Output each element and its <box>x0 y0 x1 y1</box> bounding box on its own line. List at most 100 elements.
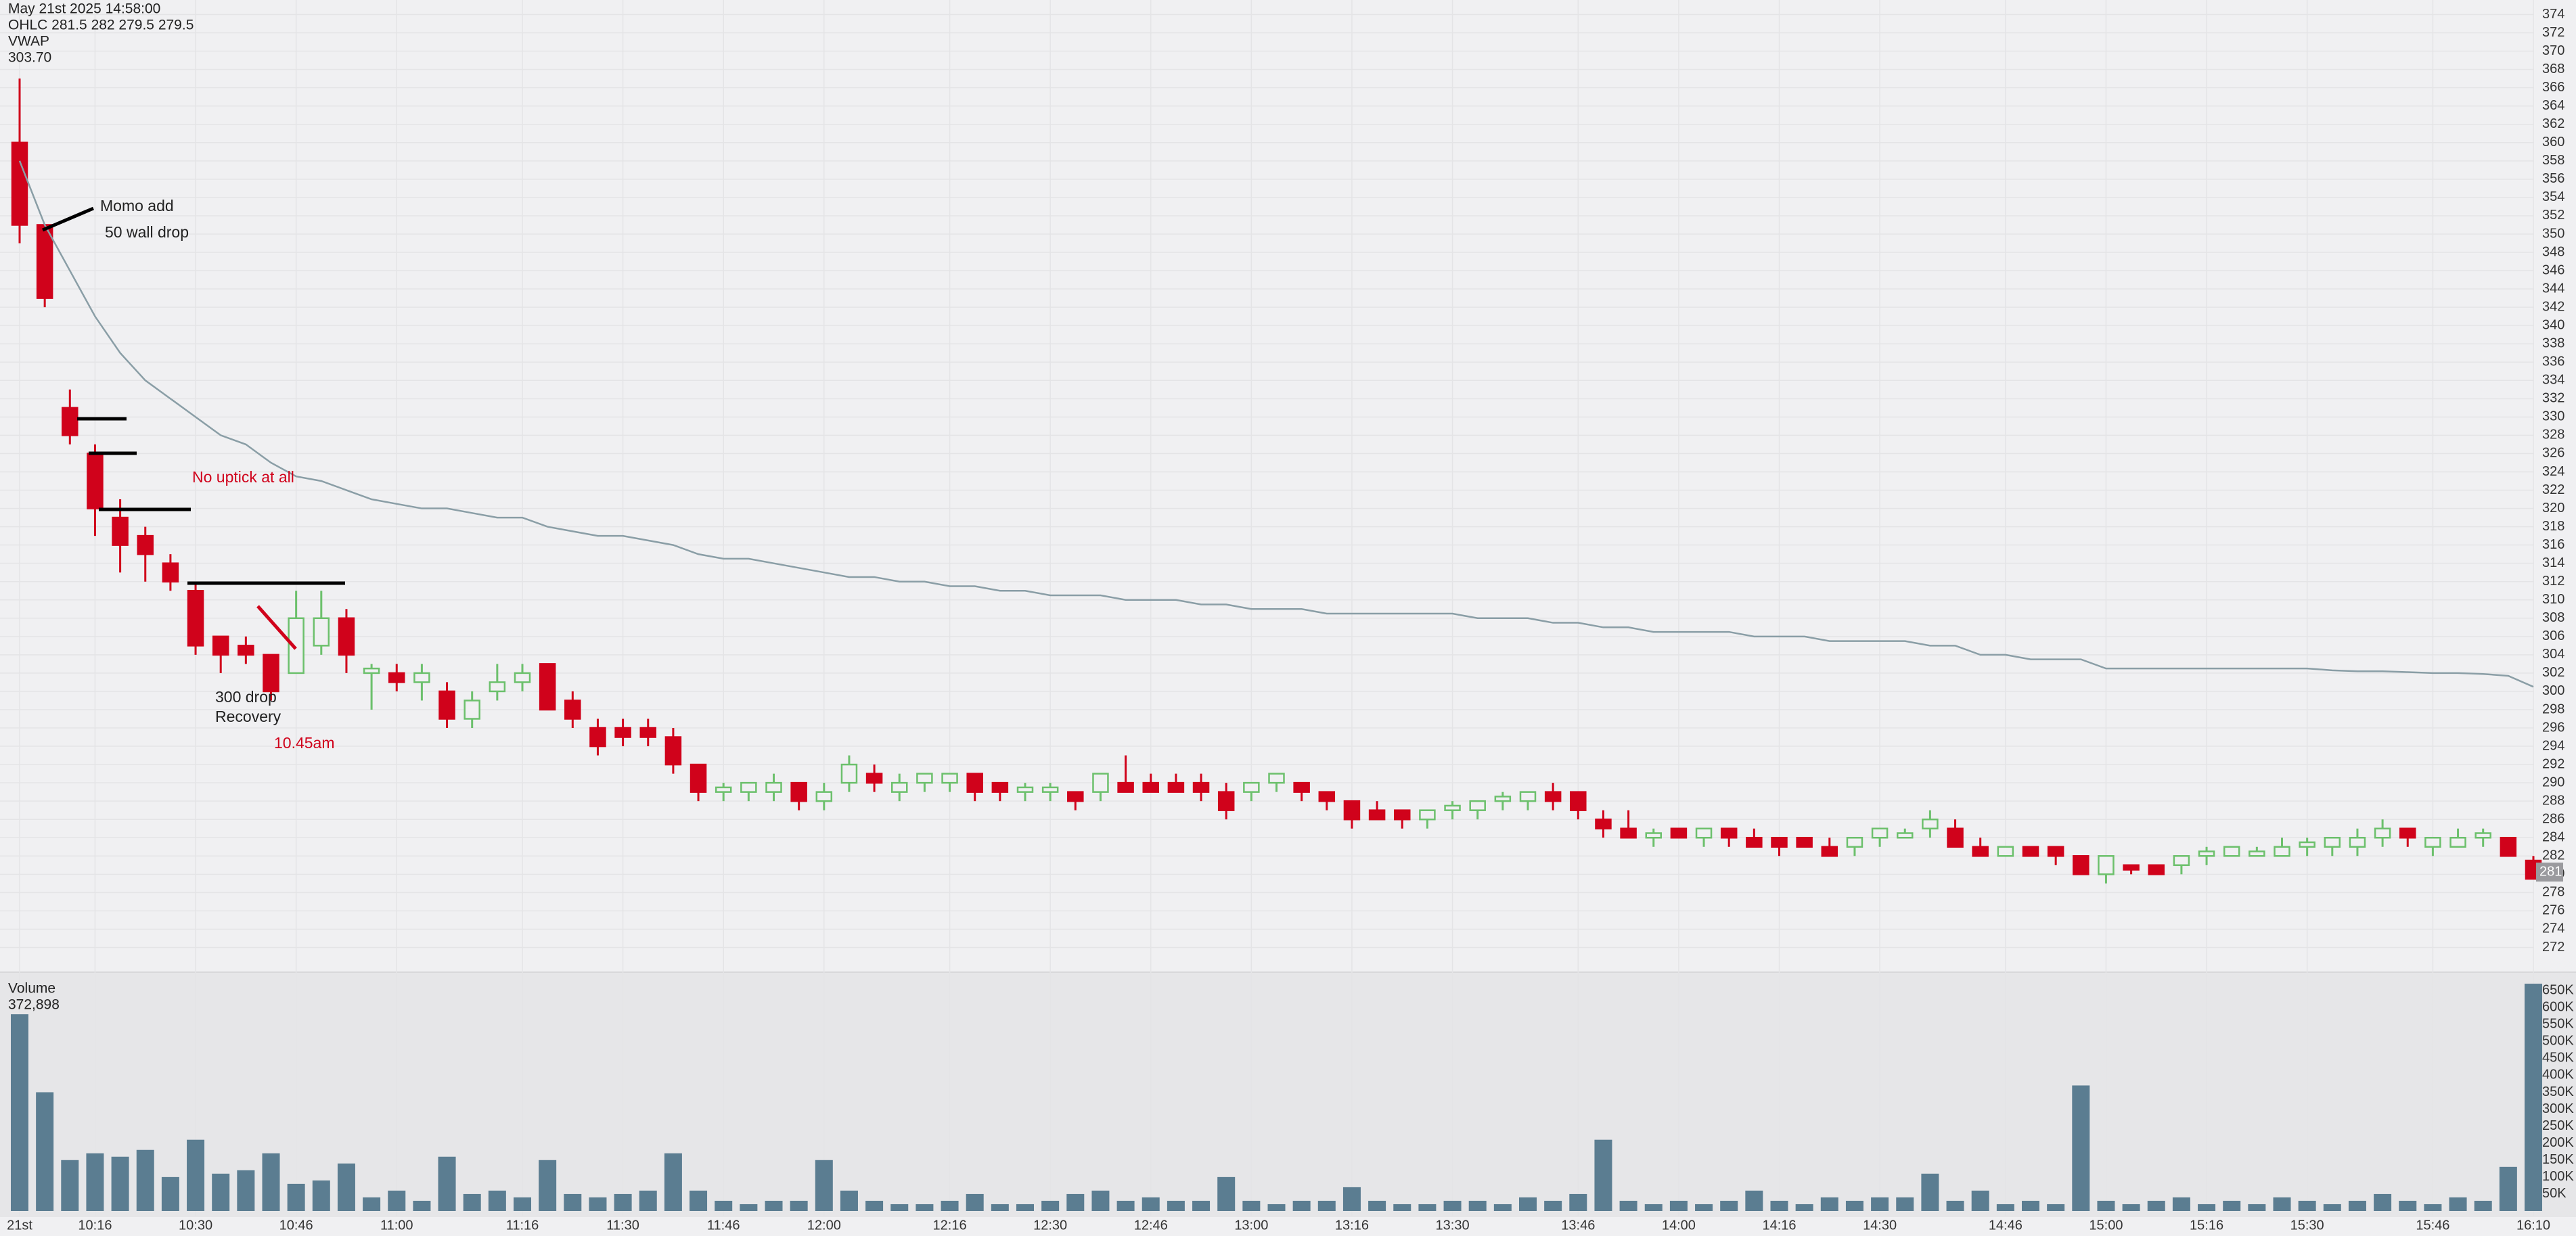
annotation-line <box>42 206 94 232</box>
annotation: No uptick at all <box>192 468 294 486</box>
candle-body <box>2123 864 2140 871</box>
y-tick-label: 344 <box>2542 281 2564 296</box>
annotation: Recovery <box>215 708 281 725</box>
volume-bar <box>1695 1204 1713 1211</box>
candle-body <box>865 773 883 784</box>
volume-bar <box>1845 1200 1863 1211</box>
y-tick-label: 278 <box>2542 885 2564 900</box>
candle-body <box>1771 837 1788 848</box>
volume-bar <box>312 1180 330 1211</box>
y-tick-label: 346 <box>2542 262 2564 277</box>
candle-body <box>1293 781 1310 793</box>
candle-body <box>187 589 204 647</box>
y-tick-label: 312 <box>2542 574 2564 589</box>
volume-bar <box>136 1149 154 1211</box>
header-ohlc: OHLC 281.5 282 279.5 279.5 <box>8 18 194 33</box>
y-tick-label: 338 <box>2542 336 2564 350</box>
candle-body <box>263 654 279 693</box>
volume-bar <box>539 1160 557 1211</box>
y-tick-label: 288 <box>2542 793 2564 808</box>
volume-bar <box>111 1156 129 1211</box>
volume-bar <box>2525 984 2542 1211</box>
x-tick-label: 13:16 <box>1335 1218 1369 1233</box>
volume-tick-label: 300K <box>2542 1101 2574 1116</box>
volume-bar <box>2273 1197 2291 1211</box>
candle-body <box>2475 832 2491 839</box>
annotation: 300 drop <box>215 688 277 706</box>
y-tick-label: 324 <box>2542 464 2564 479</box>
candle-body <box>2374 827 2391 839</box>
candle-body <box>489 681 506 693</box>
x-tick-label: 12:30 <box>1033 1218 1067 1233</box>
y-tick-label: 350 <box>2542 226 2564 241</box>
y-tick-label: 282 <box>2542 848 2564 863</box>
candle-body <box>438 690 455 720</box>
x-tick-label: 11:46 <box>707 1218 740 1233</box>
volume-bar <box>2248 1204 2266 1211</box>
x-tick-label: 14:00 <box>1662 1218 1696 1233</box>
volume-bar <box>1594 1139 1612 1211</box>
volume-bar <box>2424 1204 2442 1211</box>
y-tick-label: 364 <box>2542 98 2564 113</box>
volume-bar <box>1669 1200 1688 1211</box>
volume-bar <box>36 1092 54 1211</box>
volume-bar <box>1443 1200 1462 1211</box>
candle-body <box>1016 786 1034 793</box>
volume-bar <box>262 1153 280 1211</box>
y-tick-label: 320 <box>2542 501 2564 516</box>
x-tick-label: 12:16 <box>933 1218 967 1233</box>
x-tick-label: 11:00 <box>380 1218 413 1233</box>
candle-body <box>564 700 581 720</box>
candle-body <box>137 534 154 555</box>
volume-bar <box>890 1204 909 1211</box>
candle-body <box>1897 832 1914 839</box>
x-tick-label: 21st <box>7 1218 32 1233</box>
volume-bar <box>1946 1200 1964 1211</box>
candle-body <box>589 727 606 748</box>
y-tick-label: 316 <box>2542 537 2564 552</box>
y-tick-label: 318 <box>2542 519 2564 534</box>
candle-body <box>1142 781 1159 793</box>
candle-body <box>1821 846 1838 857</box>
candle-body <box>1268 773 1285 784</box>
candle-body <box>1746 837 1763 848</box>
candle-body <box>1419 809 1436 821</box>
volume-bar <box>2323 1204 2341 1211</box>
volume-bar <box>1242 1200 1261 1211</box>
volume-name: Volume <box>8 981 55 997</box>
candle-body <box>2299 841 2315 848</box>
x-tick-label: 13:30 <box>1436 1218 1470 1233</box>
candle-body <box>11 141 28 226</box>
y-tick-label: 330 <box>2542 409 2564 424</box>
last-price-box <box>2536 863 2563 882</box>
y-tick-label: 292 <box>2542 756 2564 771</box>
candle-body <box>1519 791 1537 802</box>
y-tick-label: 284 <box>2542 830 2564 845</box>
volume-bar <box>1142 1197 1160 1211</box>
grid <box>0 0 2534 1216</box>
candle-body <box>1494 796 1512 802</box>
volume-bar <box>1619 1200 1637 1211</box>
volume-bar <box>463 1193 481 1211</box>
volume-bar <box>1116 1200 1135 1211</box>
candle-body <box>2349 837 2366 848</box>
candle-body <box>539 663 556 711</box>
candle-body <box>1394 809 1411 821</box>
volume-bar <box>488 1190 506 1211</box>
candle-body <box>2324 837 2341 848</box>
volume-value: 372,898 <box>8 997 60 1013</box>
volume-bar <box>1795 1204 1813 1211</box>
x-tick-label: 14:16 <box>1762 1218 1796 1233</box>
y-tick-label: 372 <box>2542 25 2564 40</box>
volume-bar <box>1544 1200 1562 1211</box>
volume-bar <box>2223 1200 2241 1211</box>
y-tick-label: 352 <box>2542 208 2564 223</box>
volume-tick-label: 200K <box>2542 1135 2574 1150</box>
volume-bar <box>1342 1187 1361 1211</box>
y-tick-label: 276 <box>2542 903 2564 918</box>
y-tick-label: 294 <box>2542 738 2564 753</box>
volume-bar <box>2474 1200 2492 1211</box>
y-tick-label: 334 <box>2542 373 2564 388</box>
vwap-line <box>18 160 2534 688</box>
